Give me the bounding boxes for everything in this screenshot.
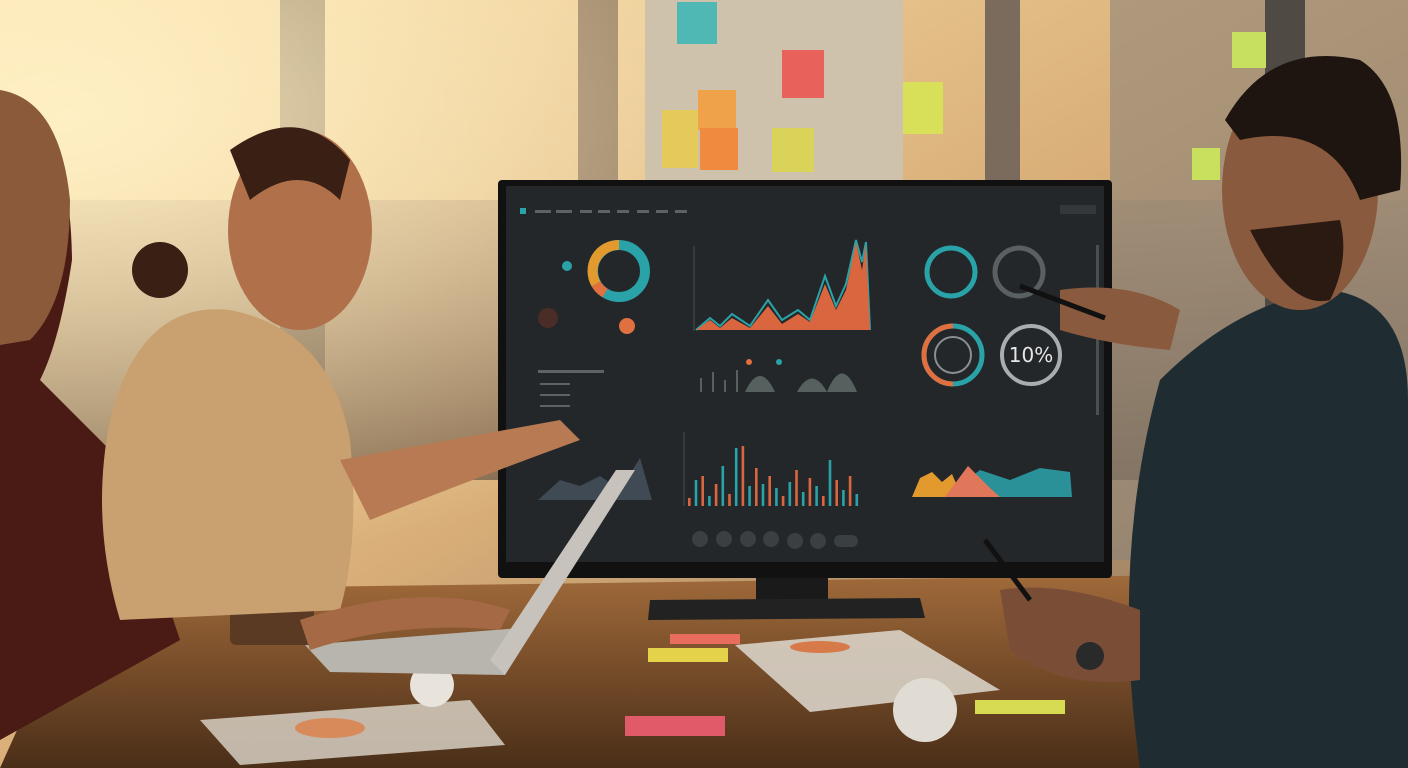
- gauge-grey: [992, 245, 1046, 299]
- legend-dot: [746, 359, 752, 365]
- laptop-lid: [490, 470, 635, 675]
- pen: [983, 538, 1032, 602]
- bar: [741, 446, 745, 506]
- bar: [728, 494, 731, 506]
- wristwatch: [1076, 642, 1104, 670]
- bar: [842, 490, 845, 506]
- gauge-value: 10%: [1009, 343, 1053, 367]
- gauge-percent: 10%: [1000, 324, 1062, 386]
- report-chart: [790, 641, 850, 653]
- sticky-note: [1232, 32, 1266, 68]
- gauge-orange-teal: [921, 323, 985, 387]
- bar: [795, 470, 798, 506]
- sticky-note: [1192, 148, 1220, 180]
- left-list: [538, 370, 604, 407]
- bar: [755, 468, 758, 506]
- person-man-right: [983, 56, 1408, 768]
- left-area-chart: [538, 458, 652, 500]
- person-woman: [102, 127, 580, 650]
- search-field: [1060, 205, 1096, 214]
- report-chart: [295, 718, 365, 738]
- monitor-stand-base: [648, 598, 925, 620]
- laptop-base: [305, 628, 520, 675]
- bar: [788, 482, 792, 506]
- sticky-note: [670, 634, 740, 644]
- bar: [748, 486, 751, 506]
- sticky-note: [662, 110, 698, 168]
- sticky-note: [700, 128, 738, 170]
- bar: [775, 488, 778, 506]
- donut-chart: [587, 239, 650, 302]
- bar: [815, 486, 818, 506]
- bar: [714, 484, 718, 506]
- bar: [822, 496, 825, 506]
- sticky-note: [782, 50, 824, 98]
- sticky-note: [975, 700, 1065, 714]
- sticky-note: [698, 90, 736, 130]
- bar: [808, 478, 812, 506]
- node-icon: [538, 308, 558, 328]
- node-icon: [562, 261, 572, 271]
- bar: [708, 496, 711, 506]
- bar: [734, 448, 738, 506]
- legend-dot: [776, 359, 782, 365]
- mini-chart: [700, 370, 857, 392]
- sticky-note: [903, 82, 943, 134]
- sticky-note: [772, 128, 814, 172]
- bar: [768, 476, 771, 506]
- crumpled-paper: [410, 663, 454, 707]
- bar: [855, 494, 859, 506]
- crumpled-paper: [893, 678, 957, 742]
- bottom-toolbar: [692, 531, 858, 549]
- sticky-note: [625, 716, 725, 736]
- sticky-note: [677, 2, 717, 44]
- app-logo-icon: [520, 208, 526, 214]
- top-nav-menu: [535, 210, 687, 213]
- bar: [701, 476, 704, 506]
- bar: [781, 496, 785, 506]
- bar: [694, 480, 698, 506]
- bar: [721, 466, 725, 506]
- bar: [801, 492, 805, 506]
- tool-button: [692, 531, 708, 547]
- bar-chart: [688, 446, 859, 506]
- sticky-note: [648, 648, 728, 662]
- bar: [761, 484, 765, 506]
- bar: [835, 480, 838, 506]
- node-icon: [619, 318, 635, 334]
- gauge-teal: [924, 245, 978, 299]
- bar: [828, 460, 832, 506]
- stylus-pen: [1019, 283, 1106, 321]
- area-chart-bottom: [912, 466, 1072, 497]
- bar: [688, 498, 691, 506]
- bar: [848, 476, 852, 506]
- area-chart: [693, 239, 871, 331]
